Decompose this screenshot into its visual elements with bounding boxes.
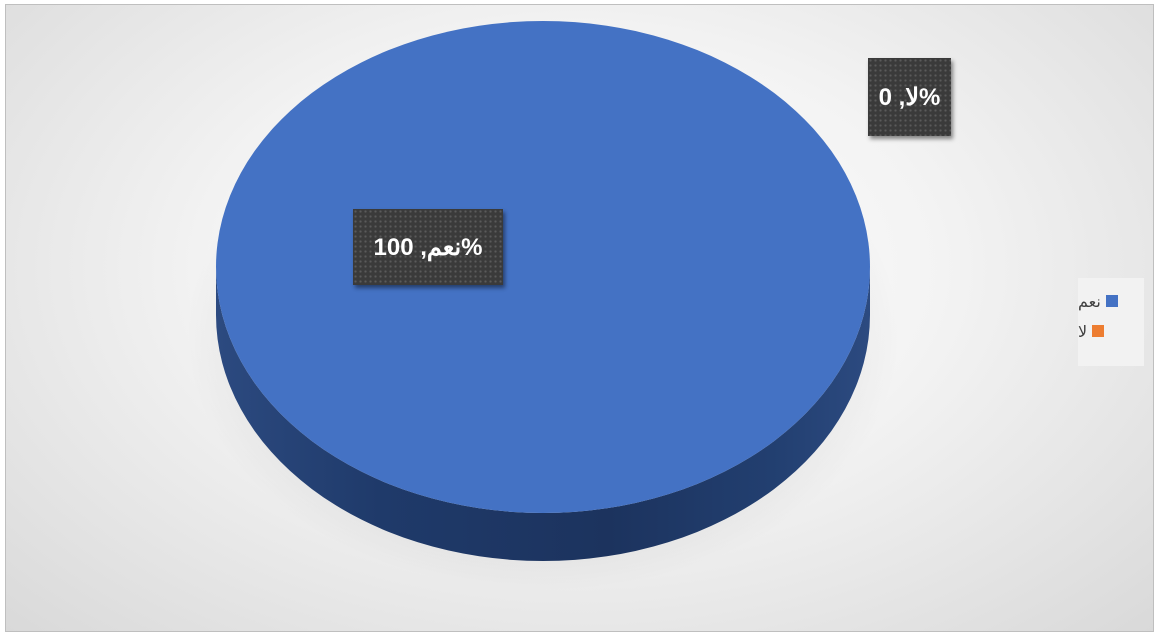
pie-slice-yes: [216, 21, 870, 513]
legend-label-yes: نعم: [1078, 291, 1101, 311]
pie-chart: [186, 21, 900, 591]
chart-area: نعم, 100% لا, 0% نعم لا: [5, 4, 1154, 632]
legend: نعم لا: [1078, 278, 1144, 366]
legend-label-no: لا: [1078, 321, 1088, 341]
data-label-no: لا, 0%: [868, 58, 951, 136]
pie-side-wall: [216, 267, 870, 561]
data-label-no-text: لا, 0%: [878, 83, 941, 111]
legend-item-no: لا: [1078, 318, 1144, 344]
legend-item-yes: نعم: [1078, 288, 1144, 314]
data-label-yes: نعم, 100%: [353, 209, 503, 285]
data-label-yes-text: نعم, 100%: [373, 233, 483, 261]
legend-swatch-yes: [1105, 295, 1118, 307]
legend-swatch-no: [1092, 325, 1105, 337]
